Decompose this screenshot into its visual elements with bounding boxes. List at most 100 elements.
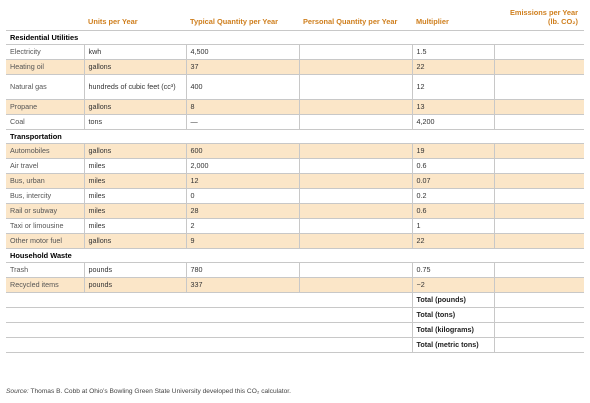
cell-multiplier: 0.75 [412,262,495,278]
cell-multiplier: 0.2 [412,188,495,204]
cell-personal[interactable] [299,173,413,189]
total-row: Total (metric tons) [6,337,584,353]
header-emissions: Emissions per Year (lb. CO₂) [494,0,584,31]
table-row: Automobiles gallons 600 19 [6,143,584,159]
cell-emissions[interactable] [494,173,584,189]
cell-item: Taxi or limousine [6,218,85,234]
cell-item: Natural gas [6,74,85,100]
section-title: Transportation [6,129,584,144]
cell-typical: 12 [186,173,300,189]
header-typical: Typical Quantity per Year [186,0,299,31]
cell-personal[interactable] [299,143,413,159]
table-row: Rail or subway miles 28 0.6 [6,203,584,219]
cell-multiplier: 22 [412,59,495,75]
table-row: Coal tons — 4,200 [6,114,584,130]
cell-multiplier: 4,200 [412,114,495,130]
total-row: Total (kilograms) [6,322,584,338]
cell-typical: 600 [186,143,300,159]
cell-typical: — [186,114,300,130]
cell-personal[interactable] [299,218,413,234]
cell-emissions[interactable] [494,233,584,249]
cell-units: gallons [84,233,187,249]
cell-item: Propane [6,99,85,115]
cell-units: miles [84,188,187,204]
cell-typical: 2 [186,218,300,234]
total-value[interactable] [494,292,584,308]
total-value[interactable] [494,337,584,353]
cell-personal[interactable] [299,74,413,100]
cell-personal[interactable] [299,233,413,249]
cell-typical: 400 [186,74,300,100]
cell-item: Automobiles [6,143,85,159]
cell-units: pounds [84,277,187,293]
cell-typical: 4,500 [186,44,300,60]
total-label: Total (metric tons) [412,337,495,353]
cell-units: kwh [84,44,187,60]
cell-emissions[interactable] [494,59,584,75]
total-row: Total (pounds) [6,292,584,308]
cell-item: Electricity [6,44,85,60]
table-body: Residential Utilities Electricity kwh 4,500… [6,30,584,353]
cell-item: Air travel [6,158,85,174]
cell-item: Rail or subway [6,203,85,219]
cell-emissions[interactable] [494,44,584,60]
cell-personal[interactable] [299,203,413,219]
cell-personal[interactable] [299,44,413,60]
source-note: Source: Thomas B. Cobb at Ohio’s Bowling… [6,388,291,395]
cell-units: miles [84,173,187,189]
cell-multiplier: 0.6 [412,203,495,219]
cell-item: Bus, urban [6,173,85,189]
cell-emissions[interactable] [494,74,584,100]
table-row: Natural gas hundreds of cubic feet (cc³) 4… [6,74,584,100]
cell-emissions[interactable] [494,277,584,293]
total-label: Total (kilograms) [412,322,495,338]
cell-personal[interactable] [299,277,413,293]
cell-personal[interactable] [299,158,413,174]
cell-multiplier: 0.6 [412,158,495,174]
cell-emissions[interactable] [494,218,584,234]
cell-typical: 337 [186,277,300,293]
table-row: Bus, intercity miles 0 0.2 [6,188,584,204]
cell-personal[interactable] [299,188,413,204]
cell-emissions[interactable] [494,203,584,219]
total-value[interactable] [494,307,584,323]
cell-units: pounds [84,262,187,278]
source-label: Source: [6,388,29,395]
section-title: Residential Utilities [6,30,584,45]
cell-emissions[interactable] [494,99,584,115]
cell-personal[interactable] [299,262,413,278]
total-spacer [6,322,413,338]
header-personal: Personal Quantity per Year [299,0,412,31]
cell-emissions[interactable] [494,188,584,204]
table-row: Recycled items pounds 337 −2 [6,277,584,293]
total-value[interactable] [494,322,584,338]
table-row: Bus, urban miles 12 0.07 [6,173,584,189]
cell-personal[interactable] [299,114,413,130]
total-spacer [6,337,413,353]
total-row: Total (tons) [6,307,584,323]
cell-personal[interactable] [299,59,413,75]
cell-item: Other motor fuel [6,233,85,249]
cell-item: Heating oil [6,59,85,75]
cell-personal[interactable] [299,99,413,115]
cell-item: Trash [6,262,85,278]
cell-typical: 28 [186,203,300,219]
cell-emissions[interactable] [494,262,584,278]
cell-emissions[interactable] [494,114,584,130]
cell-multiplier: 0.07 [412,173,495,189]
cell-emissions[interactable] [494,158,584,174]
cell-units: gallons [84,59,187,75]
table-row: Other motor fuel gallons 9 22 [6,233,584,249]
cell-multiplier: 12 [412,74,495,100]
cell-units: miles [84,218,187,234]
table-row: Propane gallons 8 13 [6,99,584,115]
cell-typical: 37 [186,59,300,75]
cell-multiplier: 22 [412,233,495,249]
cell-emissions[interactable] [494,143,584,159]
cell-multiplier: 1 [412,218,495,234]
source-text: Thomas B. Cobb at Ohio’s Bowling Green S… [30,388,291,395]
cell-multiplier: 1.5 [412,44,495,60]
cell-units: tons [84,114,187,130]
cell-item: Recycled items [6,277,85,293]
